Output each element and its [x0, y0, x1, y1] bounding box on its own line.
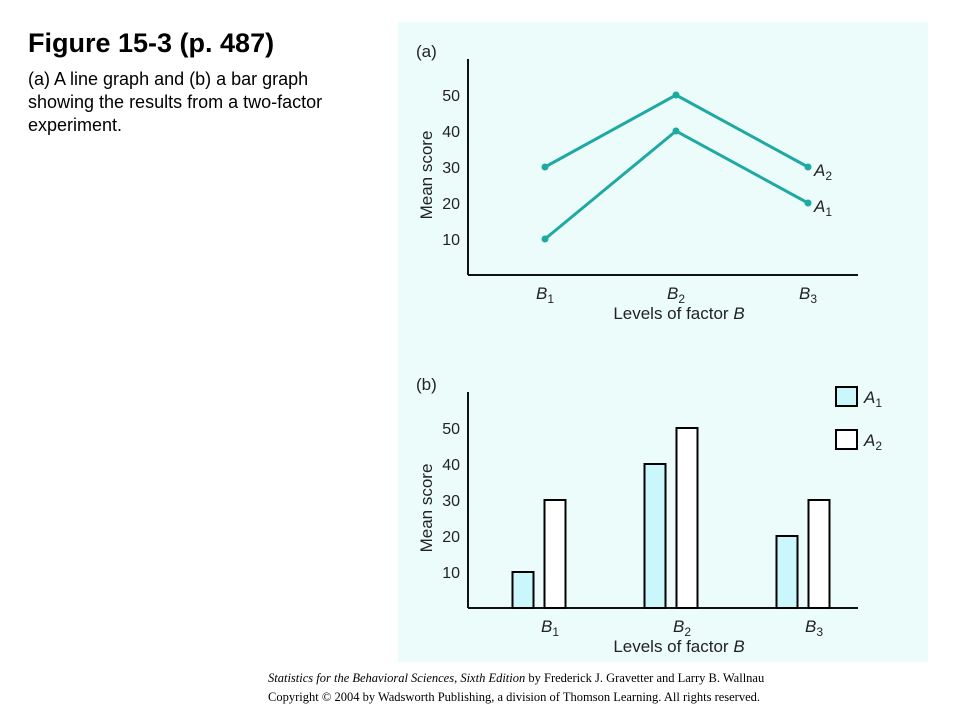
legend-label-A1: A1 [863, 388, 882, 410]
y-axis-label: Mean score [417, 131, 436, 220]
label-main: B [667, 284, 678, 303]
legend-swatch-A2 [835, 429, 858, 450]
label-sub: 2 [678, 292, 685, 306]
x-tick-label: B2 [667, 284, 685, 306]
book-title: Statistics for the Behavioral Sciences, … [268, 671, 526, 685]
y-tick-label: 40 [442, 124, 460, 141]
x-tick-label: B2 [673, 617, 691, 639]
legend-swatch-A1 [835, 386, 858, 407]
data-point-A1 [804, 199, 812, 207]
data-point-A1 [541, 235, 549, 243]
figure-caption: (a) A line graph and (b) a bar graph sho… [28, 69, 323, 135]
label-main: A [863, 388, 875, 407]
copyright-line: Copyright © 2004 by Wadsworth Publishing… [268, 690, 761, 704]
x-tick-label: B1 [541, 617, 559, 639]
label-sub: 2 [684, 625, 691, 639]
label-main: B [536, 284, 547, 303]
y-tick-label: 30 [442, 160, 460, 177]
data-point-A2 [804, 163, 812, 171]
bar-A2 [675, 427, 699, 609]
bar-A1 [511, 571, 535, 609]
x-tick-label: B1 [536, 284, 554, 306]
x-tick-label: B3 [799, 284, 817, 306]
y-tick-label: 50 [442, 421, 460, 438]
bar-A1 [643, 463, 667, 609]
label-main: B [805, 617, 816, 636]
label-main: A [813, 161, 825, 180]
data-point-A2 [672, 91, 680, 99]
figure-title: Figure 15-3 (p. 487) [28, 28, 275, 58]
credit-line: Statistics for the Behavioral Sciences, … [268, 669, 764, 688]
y-tick-label: 50 [442, 88, 460, 105]
label-sub: 3 [816, 625, 823, 639]
y-tick-label: 30 [442, 493, 460, 510]
axis-label-text: Levels of factor [613, 304, 733, 323]
label-sub: 2 [875, 439, 882, 453]
panel-label: (a) [416, 42, 437, 61]
series-label-A2: A2 [813, 161, 832, 183]
data-point-A1 [672, 127, 680, 135]
axis-label-factor: B [733, 637, 744, 656]
label-sub: 1 [825, 205, 832, 219]
y-tick-label: 40 [442, 457, 460, 474]
label-main: B [799, 284, 810, 303]
bar-A1 [775, 535, 799, 609]
label-main: A [813, 197, 825, 216]
y-axis-label: Mean score [417, 464, 436, 553]
panel-label: (b) [416, 375, 437, 394]
credit-block: Statistics for the Behavioral Sciences, … [268, 669, 764, 707]
y-tick-label: 10 [442, 565, 460, 582]
y-tick-label: 20 [442, 529, 460, 546]
figure-panel: (a) 10 20 30 40 50 Mean score B1 B2 B3 Levels of f… [398, 22, 928, 662]
label-sub: 1 [875, 396, 882, 410]
label-main: B [541, 617, 552, 636]
label-main: A [863, 431, 875, 450]
label-sub: 2 [825, 169, 832, 183]
label-sub: 3 [810, 292, 817, 306]
x-axis-label: Levels of factor B [613, 304, 744, 323]
axis-label-text: Levels of factor [613, 637, 733, 656]
x-tick-label: B3 [805, 617, 823, 639]
y-tick-label: 10 [442, 232, 460, 249]
axis-label-factor: B [733, 304, 744, 323]
y-tick-label: 20 [442, 196, 460, 213]
bar-A2 [807, 499, 831, 609]
series-line-A1 [544, 129, 809, 241]
data-point-A2 [541, 163, 549, 171]
label-sub: 1 [547, 292, 554, 306]
label-main: B [673, 617, 684, 636]
label-sub: 1 [552, 625, 559, 639]
legend-label-A2: A2 [863, 431, 882, 453]
series-label-A1: A1 [813, 197, 832, 219]
bar-A2 [543, 499, 567, 609]
x-axis-label: Levels of factor B [613, 637, 744, 656]
book-authors: by Frederick J. Gravetter and Larry B. W… [525, 671, 765, 685]
